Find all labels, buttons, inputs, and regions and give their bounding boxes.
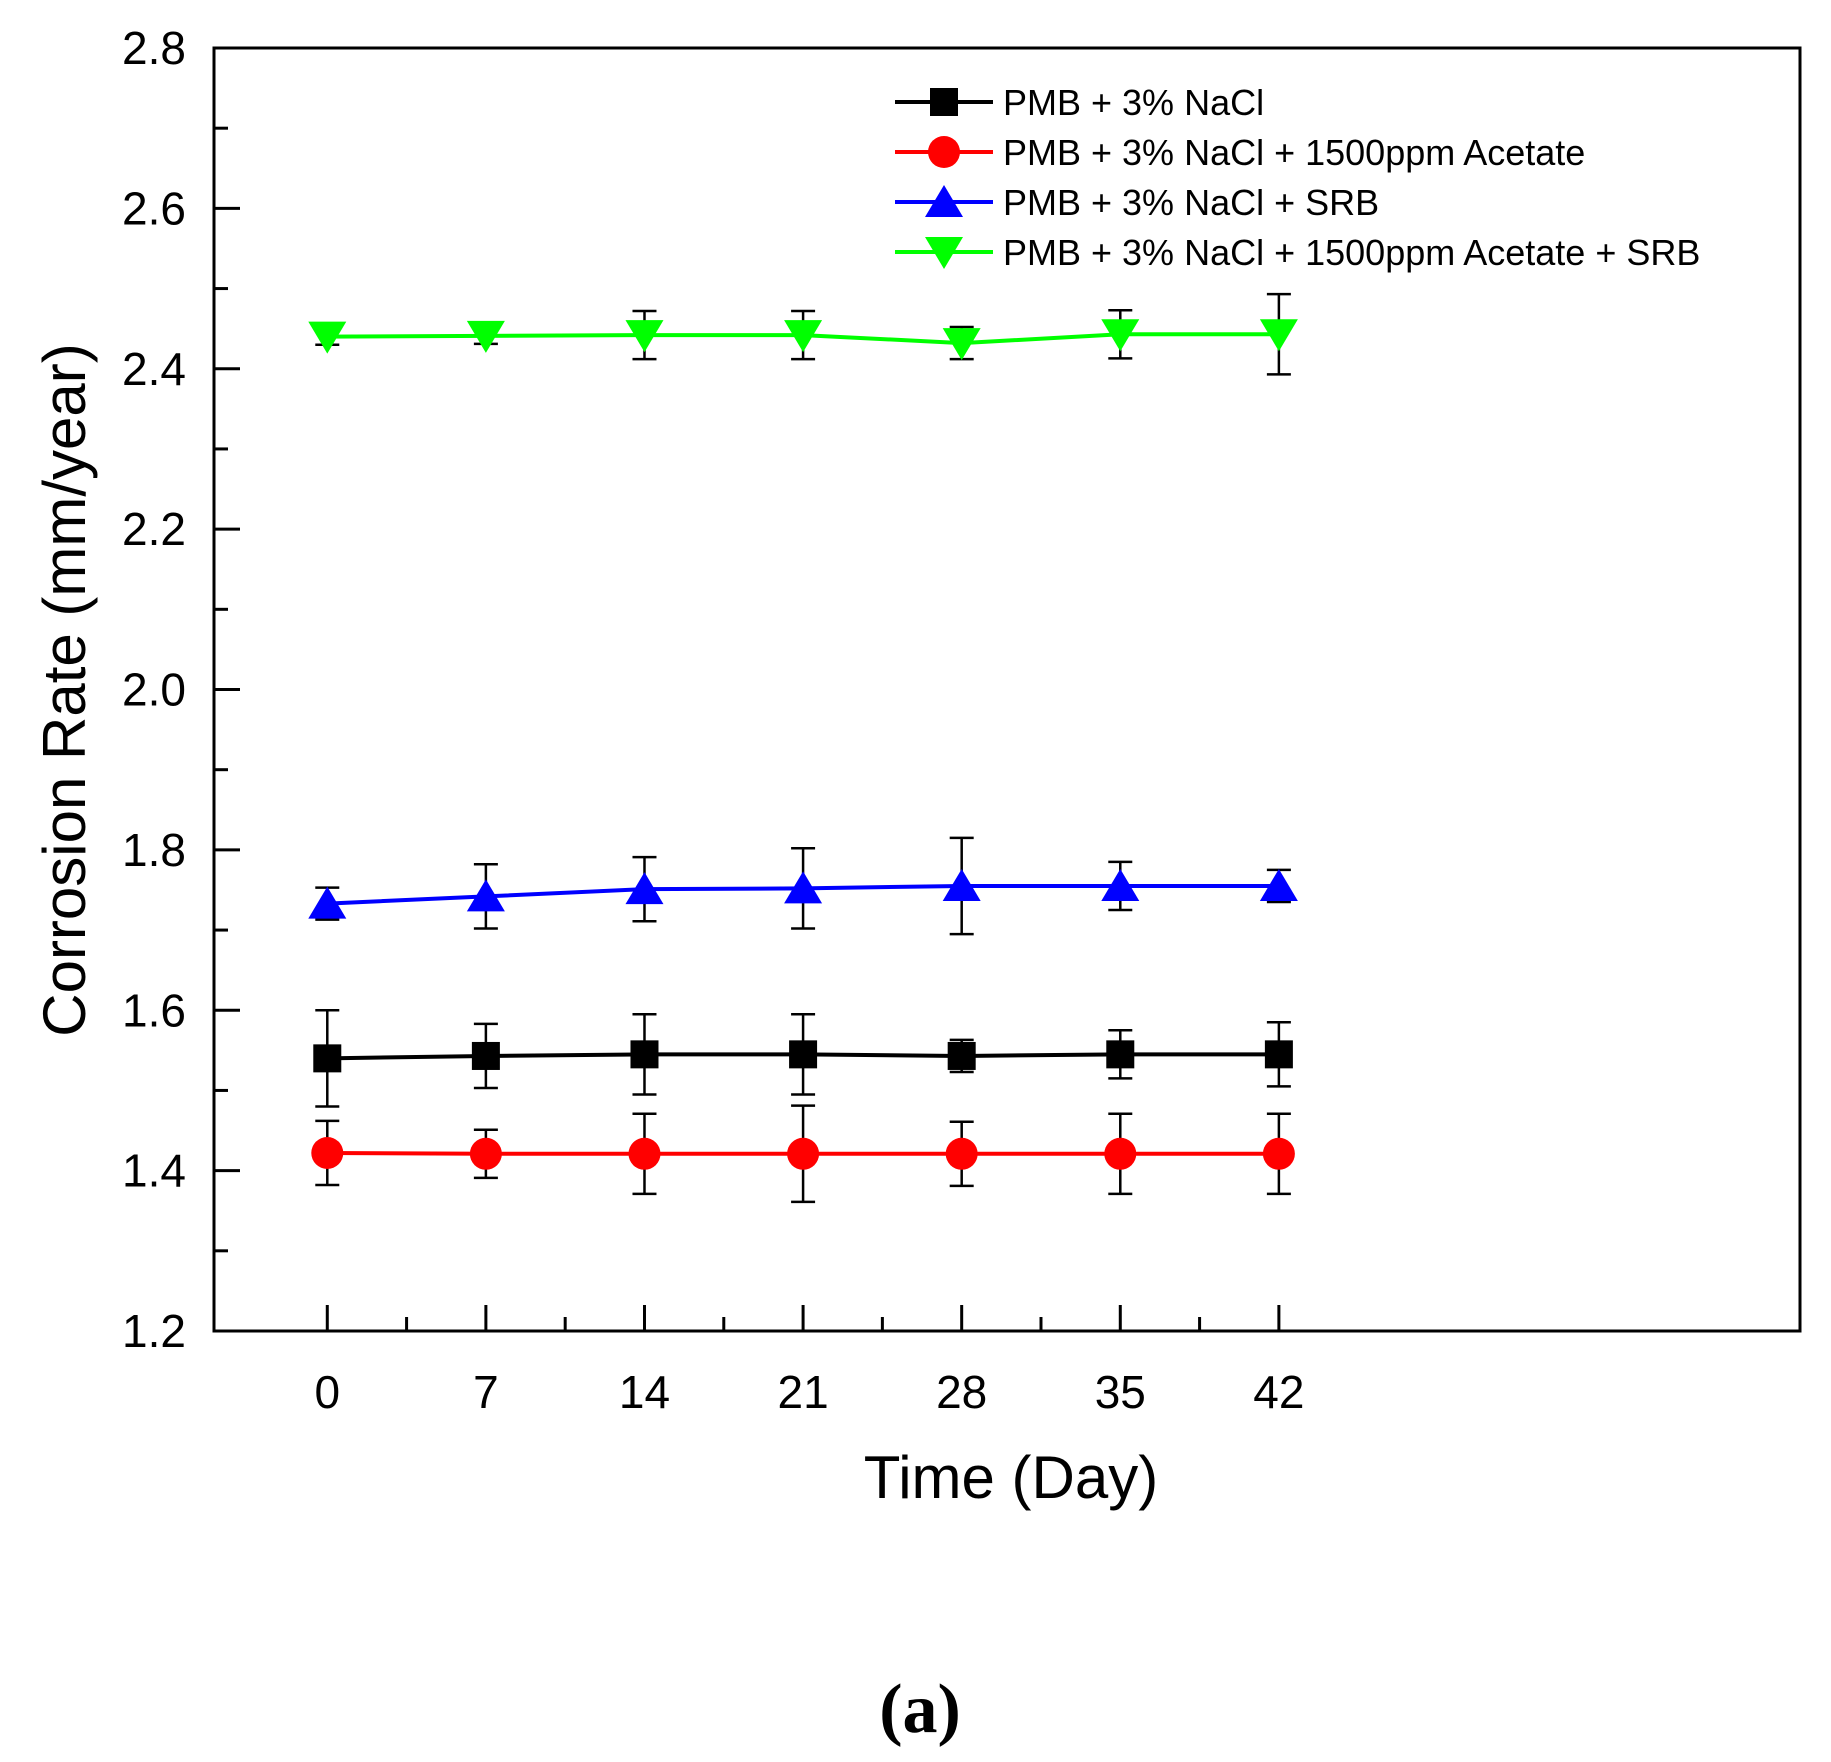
legend-label: PMB + 3% NaCl + 1500ppm Acetate bbox=[1003, 132, 1585, 173]
legend-label: PMB + 3% NaCl bbox=[1003, 82, 1264, 123]
x-tick-label: 35 bbox=[1095, 1366, 1146, 1418]
y-tick-label: 2.8 bbox=[122, 22, 186, 74]
legend-label: PMB + 3% NaCl + 1500ppm Acetate + SRB bbox=[1003, 232, 1700, 273]
series-layer bbox=[308, 292, 1298, 1204]
y-tick-label: 1.4 bbox=[122, 1145, 186, 1197]
axes-layer: 0 7 14 21 28 35 42 1.2 1.4 1.6 1.8 2.0 2.2 2.4 2.6 2.8 bbox=[122, 22, 1802, 1418]
data-point bbox=[1259, 319, 1298, 352]
data-point bbox=[789, 1040, 818, 1069]
series-3 bbox=[308, 836, 1298, 936]
legend-item-2: PMB + 3% NaCl + 1500ppm Acetate bbox=[895, 132, 1585, 173]
data-point bbox=[308, 886, 347, 919]
data-point bbox=[311, 1136, 344, 1169]
y-axis-label: Corrosion Rate (mm/year) bbox=[31, 343, 98, 1037]
data-point bbox=[1259, 868, 1298, 901]
data-point bbox=[942, 868, 981, 901]
x-axis-label: Time (Day) bbox=[864, 1444, 1158, 1511]
x-tick-label: 0 bbox=[314, 1366, 340, 1418]
data-point bbox=[466, 879, 505, 912]
data-point bbox=[1104, 1137, 1137, 1170]
x-tick-label: 7 bbox=[473, 1366, 499, 1418]
data-point bbox=[628, 1137, 661, 1170]
data-point bbox=[471, 1041, 500, 1070]
panel-label: (a) bbox=[879, 1671, 961, 1748]
legend-swatch-marker bbox=[925, 237, 963, 269]
x-tick-label: 28 bbox=[936, 1366, 987, 1418]
y-tick-label: 2.2 bbox=[122, 503, 186, 555]
data-point bbox=[308, 321, 347, 354]
series-4 bbox=[308, 292, 1298, 376]
data-point bbox=[1106, 1040, 1135, 1069]
series-2 bbox=[311, 1104, 1295, 1204]
x-tick-label: 14 bbox=[619, 1366, 670, 1418]
data-point bbox=[625, 872, 664, 905]
data-point bbox=[947, 1041, 976, 1070]
data-point bbox=[787, 1137, 820, 1170]
y-tick-label: 2.0 bbox=[122, 664, 186, 716]
y-tick-label: 2.4 bbox=[122, 343, 186, 395]
data-point bbox=[466, 320, 505, 353]
data-point bbox=[625, 320, 664, 353]
legend-swatch-marker bbox=[928, 136, 960, 168]
y-tick-label: 1.2 bbox=[122, 1305, 186, 1357]
data-point bbox=[1262, 1137, 1295, 1170]
data-point bbox=[469, 1137, 502, 1170]
data-point bbox=[630, 1040, 659, 1069]
legend: PMB + 3% NaCl PMB + 3% NaCl + 1500ppm Ace… bbox=[895, 82, 1700, 273]
legend-swatch-marker bbox=[930, 88, 958, 116]
data-point bbox=[784, 871, 823, 904]
data-point bbox=[1264, 1040, 1293, 1069]
legend-label: PMB + 3% NaCl + SRB bbox=[1003, 182, 1379, 223]
data-point bbox=[945, 1137, 978, 1170]
x-tick-label: 42 bbox=[1253, 1366, 1304, 1418]
data-point bbox=[784, 320, 823, 353]
data-point bbox=[942, 328, 981, 361]
data-point bbox=[1101, 868, 1140, 901]
legend-item-1: PMB + 3% NaCl bbox=[895, 82, 1264, 123]
data-point bbox=[1101, 319, 1140, 352]
x-tick-label: 21 bbox=[777, 1366, 828, 1418]
legend-item-3: PMB + 3% NaCl + SRB bbox=[895, 182, 1379, 223]
y-tick-label: 1.6 bbox=[122, 984, 186, 1036]
series-1 bbox=[313, 1009, 1293, 1108]
y-tick-label: 1.8 bbox=[122, 824, 186, 876]
legend-item-4: PMB + 3% NaCl + 1500ppm Acetate + SRB bbox=[895, 232, 1700, 273]
legend-swatch-marker bbox=[925, 185, 963, 217]
data-point bbox=[313, 1044, 342, 1073]
y-tick-label: 2.6 bbox=[122, 182, 186, 234]
